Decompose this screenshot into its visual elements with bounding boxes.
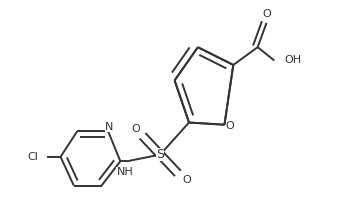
Text: O: O — [262, 9, 271, 19]
Text: OH: OH — [284, 55, 301, 65]
Text: O: O — [183, 175, 191, 185]
Text: O: O — [226, 121, 234, 131]
Text: S: S — [156, 148, 164, 161]
Text: O: O — [132, 124, 140, 134]
Text: NH: NH — [116, 167, 133, 177]
Text: N: N — [105, 122, 113, 132]
Text: Cl: Cl — [27, 152, 39, 162]
